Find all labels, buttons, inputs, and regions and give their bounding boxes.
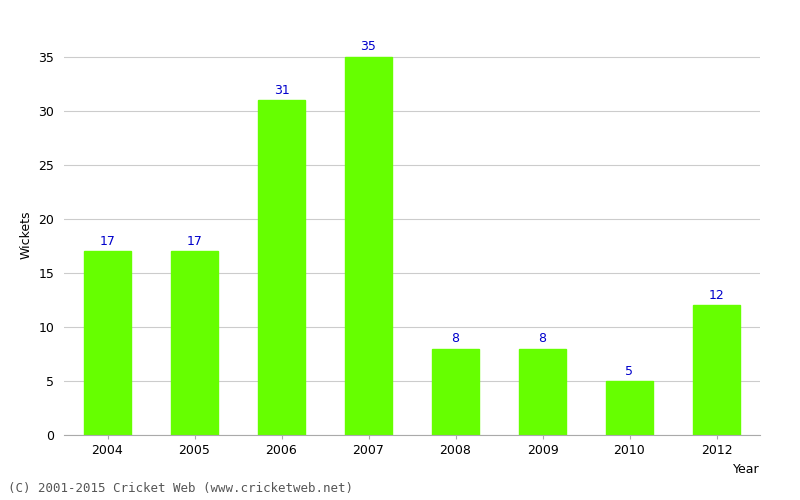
Text: 12: 12: [709, 289, 724, 302]
Bar: [258, 100, 306, 435]
Text: 17: 17: [99, 235, 115, 248]
Bar: [170, 251, 218, 435]
Y-axis label: Wickets: Wickets: [20, 211, 33, 259]
Text: 8: 8: [538, 332, 546, 345]
Bar: [83, 251, 131, 435]
Bar: [518, 348, 566, 435]
Bar: [431, 348, 479, 435]
Bar: [345, 56, 393, 435]
Text: Year: Year: [734, 463, 760, 476]
Text: 17: 17: [186, 235, 202, 248]
Bar: [693, 306, 741, 435]
Bar: [606, 381, 654, 435]
Text: 5: 5: [626, 364, 634, 378]
Text: 8: 8: [451, 332, 459, 345]
Text: 31: 31: [274, 84, 290, 96]
Text: (C) 2001-2015 Cricket Web (www.cricketweb.net): (C) 2001-2015 Cricket Web (www.cricketwe…: [8, 482, 353, 495]
Text: 35: 35: [361, 40, 377, 54]
